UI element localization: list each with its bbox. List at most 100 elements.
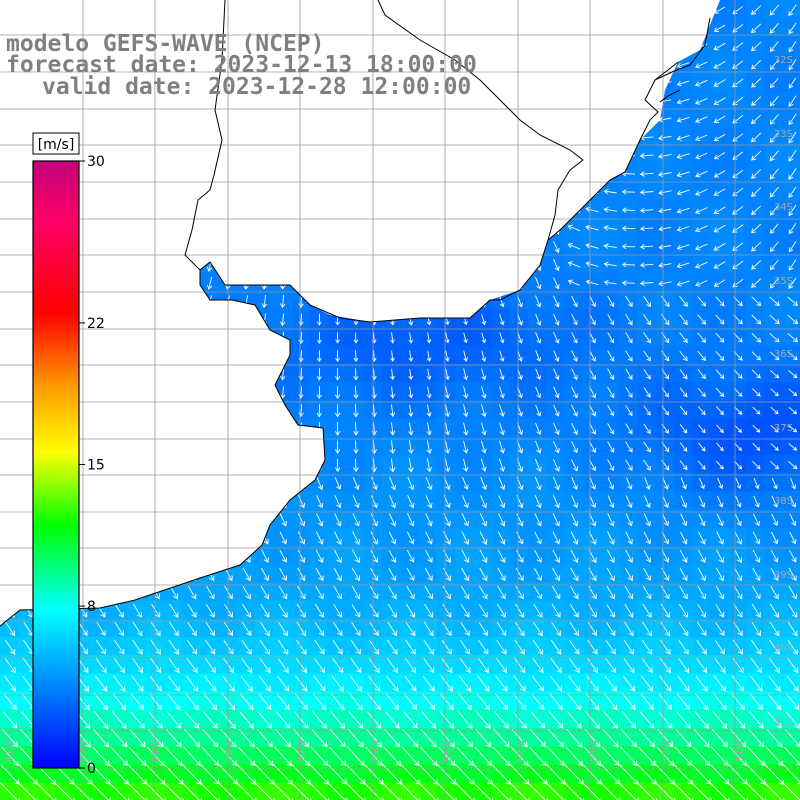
wind-arrow bbox=[444, 112, 451, 127]
wind-cell bbox=[764, 273, 784, 292]
wind-arrow bbox=[225, 495, 233, 509]
wind-arrow bbox=[115, 549, 124, 564]
wind-arrow bbox=[133, 422, 141, 436]
wind-arrow bbox=[243, 331, 249, 345]
wind-arrow bbox=[769, 241, 779, 252]
wind-arrow bbox=[408, 40, 414, 54]
wind-arrow bbox=[498, 58, 505, 72]
wind-cell bbox=[436, 400, 456, 420]
wind-cell bbox=[273, 327, 292, 347]
wind-cell bbox=[582, 145, 602, 165]
wind-arrow bbox=[60, 4, 68, 17]
wind-arrow bbox=[24, 168, 33, 180]
wind-cell bbox=[163, 364, 183, 383]
wind-arrow bbox=[695, 134, 708, 142]
wind-cell bbox=[345, 0, 365, 19]
wind-cell bbox=[182, 436, 201, 456]
wind-arrow bbox=[133, 440, 141, 454]
wind-cell bbox=[236, 163, 256, 183]
wind-cell bbox=[109, 418, 128, 438]
wind-arrow bbox=[769, 150, 779, 162]
wind-cell bbox=[273, 345, 292, 365]
wind-arrow bbox=[353, 131, 359, 145]
wind-cell bbox=[418, 254, 438, 274]
wind-arrow bbox=[621, 79, 636, 86]
colorbar-tick-label: 15 bbox=[87, 458, 105, 474]
wind-cell bbox=[382, 418, 401, 438]
wind-arrow bbox=[133, 331, 141, 345]
wind-cell bbox=[0, 364, 19, 383]
wind-arrow bbox=[371, 149, 377, 163]
wind-arrow bbox=[463, 185, 469, 199]
wind-arrow bbox=[567, 60, 581, 68]
wind-arrow bbox=[152, 476, 160, 491]
wind-arrow bbox=[188, 367, 195, 381]
wind-arrow bbox=[243, 222, 249, 236]
wind-arrow bbox=[603, 188, 617, 195]
wind-cell bbox=[109, 218, 128, 238]
wind-arrow bbox=[713, 152, 726, 160]
wind-cell bbox=[109, 309, 128, 329]
wind-arrow bbox=[206, 385, 213, 400]
wind-arrow bbox=[5, 459, 15, 472]
wind-arrow bbox=[788, 131, 797, 144]
wind-arrow bbox=[298, 276, 304, 290]
wind-cell bbox=[163, 236, 183, 256]
wind-cell bbox=[400, 455, 420, 474]
wind-cell bbox=[746, 36, 765, 56]
wind-cell bbox=[273, 109, 292, 128]
wind-arrow bbox=[480, 203, 487, 218]
wind-cell bbox=[455, 236, 474, 256]
wind-arrow bbox=[133, 185, 141, 199]
wind-arrow bbox=[261, 185, 268, 200]
wind-cell bbox=[382, 182, 401, 201]
wind-cell bbox=[0, 291, 19, 310]
wind-arrow bbox=[426, 167, 432, 181]
wind-cell bbox=[527, 182, 547, 201]
wind-cell bbox=[436, 345, 456, 365]
wind-cell bbox=[709, 0, 729, 19]
wind-cell bbox=[127, 491, 147, 511]
wind-cell bbox=[0, 273, 19, 292]
wind-cell bbox=[291, 400, 310, 420]
wind-cell bbox=[327, 345, 347, 365]
wind-cell bbox=[0, 564, 19, 583]
wind-arrow bbox=[750, 169, 762, 179]
wind-cell bbox=[127, 527, 147, 547]
wind-arrow bbox=[24, 567, 33, 582]
wind-arrow bbox=[170, 349, 177, 363]
wind-cell bbox=[691, 273, 711, 292]
wind-cell bbox=[309, 382, 329, 401]
wind-arrow bbox=[133, 276, 141, 290]
wind-cell bbox=[473, 0, 492, 19]
wind-cell bbox=[109, 127, 128, 147]
wind-cell bbox=[618, 254, 638, 274]
wind-arrow bbox=[261, 240, 268, 254]
wind-cell bbox=[163, 491, 183, 511]
wind-cell bbox=[236, 127, 256, 147]
wind-cell bbox=[473, 236, 492, 256]
wind-arrow bbox=[316, 167, 323, 181]
wind-cell bbox=[200, 273, 219, 292]
wind-cell bbox=[418, 436, 438, 456]
wind-cell bbox=[163, 163, 183, 183]
wind-cell bbox=[291, 127, 310, 147]
wind-arrow bbox=[463, 167, 469, 181]
wind-arrow bbox=[444, 277, 450, 290]
wind-arrow bbox=[694, 79, 708, 87]
wind-cell bbox=[254, 364, 274, 383]
wind-cell bbox=[618, 54, 638, 74]
wind-arrow bbox=[676, 189, 690, 196]
wind-arrow bbox=[5, 585, 15, 600]
latitude-label: 33S bbox=[774, 129, 793, 140]
wind-cell bbox=[163, 418, 183, 438]
wind-cell bbox=[673, 200, 693, 219]
wind-cell bbox=[782, 236, 800, 256]
wind-cell bbox=[491, 218, 511, 238]
wind-cell bbox=[345, 127, 365, 147]
wind-cell bbox=[746, 200, 765, 219]
wind-arrow bbox=[534, 149, 542, 163]
wind-arrow bbox=[585, 61, 599, 67]
wind-cell bbox=[600, 36, 620, 56]
wind-arrow bbox=[676, 226, 690, 232]
